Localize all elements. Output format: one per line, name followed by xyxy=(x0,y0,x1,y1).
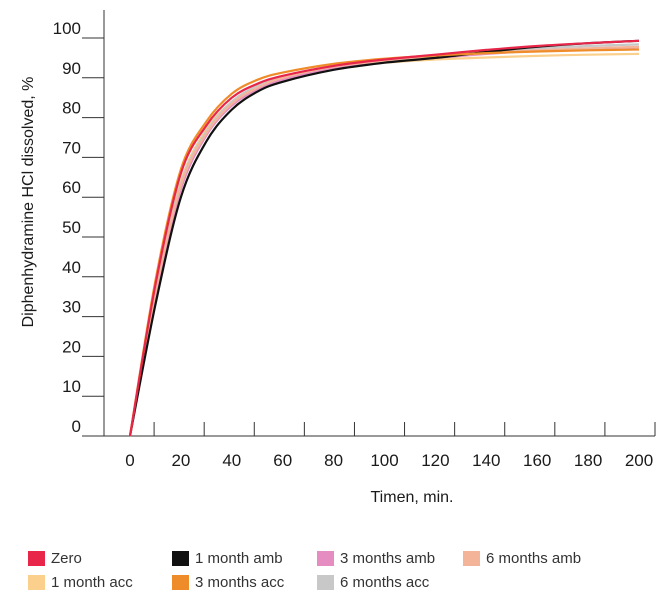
x-tick-label: 0 xyxy=(125,451,134,470)
legend: Zero 1 month amb 3 months amb 6 months amb … xyxy=(28,546,668,594)
series-lines xyxy=(128,39,640,437)
x-axis-title: Timen, min. xyxy=(371,489,454,506)
x-tick-label: 160 xyxy=(523,451,551,470)
legend-label: 6 months amb xyxy=(486,549,582,567)
series-line-1-month-acc xyxy=(128,52,640,437)
y-tick-label: 100 xyxy=(53,19,81,38)
y-tick-label: 30 xyxy=(62,298,81,317)
legend-swatch xyxy=(172,550,189,566)
x-tick-label: 180 xyxy=(574,451,602,470)
y-tick-label: 20 xyxy=(62,337,81,356)
legend-label: 1 month acc xyxy=(51,573,133,591)
legend-label: Zero xyxy=(51,549,82,567)
y-axis-title: Diphenhydramine HCl dissolved, % xyxy=(20,77,37,328)
y-tick-label: 90 xyxy=(62,59,81,78)
y-axis: 0 10 20 30 40 50 60 70 80 90 100 xyxy=(53,10,105,437)
legend-item: 3 months amb xyxy=(317,550,463,567)
legend-swatch xyxy=(28,550,45,566)
legend-swatch xyxy=(172,574,189,590)
x-tick-label: 80 xyxy=(324,451,343,470)
x-tick-label: 120 xyxy=(421,451,449,470)
series-line-6-months-acc xyxy=(128,43,640,437)
legend-label: 3 months acc xyxy=(195,573,285,591)
legend-swatch xyxy=(317,550,334,566)
y-tick-label: 50 xyxy=(62,218,81,237)
y-tick-label: 70 xyxy=(62,138,81,157)
series-line-zero xyxy=(128,39,640,437)
x-tick-label: 200 xyxy=(625,451,653,470)
legend-item: 6 months amb xyxy=(463,550,608,567)
legend-swatch xyxy=(317,574,334,590)
y-tick-label: 40 xyxy=(62,258,81,277)
legend-row: Zero 1 month amb 3 months amb 6 months amb xyxy=(28,546,668,570)
series-line-3-months-acc xyxy=(128,48,640,437)
legend-swatch xyxy=(28,574,45,590)
legend-row: 1 month acc 3 months acc 6 months acc xyxy=(28,570,668,594)
series-line-6-months-amb xyxy=(128,45,640,437)
legend-label: 6 months acc xyxy=(340,573,430,591)
x-tick-label: 60 xyxy=(273,451,292,470)
x-tick-label: 140 xyxy=(472,451,500,470)
legend-label: 3 months amb xyxy=(340,549,436,567)
x-tick-label: 40 xyxy=(222,451,241,470)
legend-item: 3 months acc xyxy=(172,574,317,591)
y-tick-label: 0 xyxy=(72,417,81,436)
legend-label: 1 month amb xyxy=(195,549,283,567)
y-tick-label: 10 xyxy=(62,377,81,396)
legend-item: 1 month acc xyxy=(28,574,172,591)
series-line-3-months-amb xyxy=(128,46,640,437)
series-line-1-month-amb xyxy=(128,39,640,437)
legend-item: 6 months acc xyxy=(317,574,463,591)
x-axis: 0 20 40 60 80 100 120 140 160 180 200 xyxy=(103,422,656,470)
x-tick-label: 20 xyxy=(171,451,190,470)
y-tick-label: 80 xyxy=(62,99,81,118)
legend-swatch xyxy=(463,550,480,566)
legend-item: Zero xyxy=(28,550,172,567)
legend-item: 1 month amb xyxy=(172,550,317,567)
y-tick-label: 60 xyxy=(62,178,81,197)
x-tick-label: 100 xyxy=(370,451,398,470)
